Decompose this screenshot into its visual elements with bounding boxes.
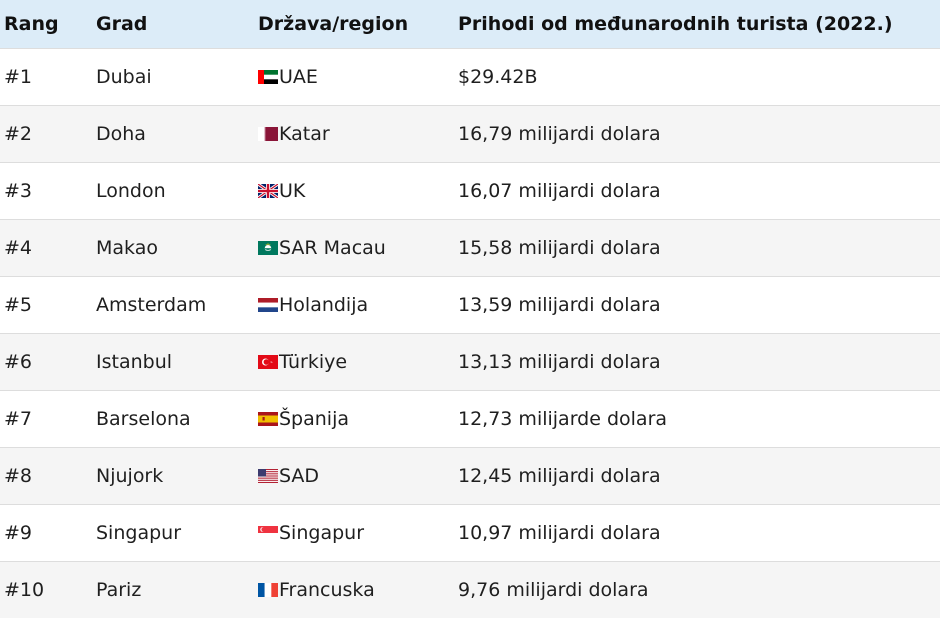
uae-flag-icon	[258, 70, 278, 84]
cell-rank: #7	[0, 391, 96, 448]
country-name: Francuska	[279, 579, 375, 601]
country-name: Katar	[279, 123, 330, 145]
cell-country: SAD	[258, 448, 458, 505]
country-name: SAR Macau	[279, 237, 386, 259]
cell-city: Istanbul	[96, 334, 258, 391]
header-rank: Rang	[0, 0, 96, 49]
cell-country: Francuska	[258, 562, 458, 618]
cell-city: Singapur	[96, 505, 258, 562]
cell-city: Pariz	[96, 562, 258, 618]
cell-city: Doha	[96, 106, 258, 163]
cell-country: Katar	[258, 106, 458, 163]
singapore-flag-icon	[258, 526, 278, 540]
table-header-row: Rang Grad Država/region Prihodi od međun…	[0, 0, 940, 49]
cell-rank: #10	[0, 562, 96, 618]
cell-country: Türkiye	[258, 334, 458, 391]
cell-revenue: 13,59 milijardi dolara	[458, 277, 940, 334]
cell-city: Dubai	[96, 49, 258, 106]
header-revenue: Prihodi od međunarodnih turista (2022.)	[458, 0, 940, 49]
cell-rank: #6	[0, 334, 96, 391]
country-name: UAE	[279, 66, 318, 88]
cell-city: Njujork	[96, 448, 258, 505]
cell-country: Singapur	[258, 505, 458, 562]
france-flag-icon	[258, 583, 278, 597]
cell-rank: #9	[0, 505, 96, 562]
cell-city: London	[96, 163, 258, 220]
cell-revenue: 15,58 milijardi dolara	[458, 220, 940, 277]
cell-revenue: 12,45 milijardi dolara	[458, 448, 940, 505]
cell-revenue: $29.42B	[458, 49, 940, 106]
cell-revenue: 13,13 milijardi dolara	[458, 334, 940, 391]
country-name: UK	[279, 180, 305, 202]
country-name: SAD	[279, 465, 319, 487]
turkey-flag-icon	[258, 355, 278, 369]
qatar-flag-icon	[258, 127, 278, 141]
usa-flag-icon	[258, 469, 278, 483]
cell-rank: #8	[0, 448, 96, 505]
cell-country: Holandija	[258, 277, 458, 334]
cell-revenue: 9,76 milijardi dolara	[458, 562, 940, 618]
cell-rank: #4	[0, 220, 96, 277]
netherlands-flag-icon	[258, 298, 278, 312]
uk-flag-icon	[258, 184, 278, 198]
spain-flag-icon	[258, 412, 278, 426]
cell-rank: #1	[0, 49, 96, 106]
country-name: Španija	[279, 408, 349, 430]
header-country: Država/region	[258, 0, 458, 49]
cell-country: Španija	[258, 391, 458, 448]
cell-revenue: 16,79 milijardi dolara	[458, 106, 940, 163]
cell-revenue: 12,73 milijarde dolara	[458, 391, 940, 448]
cell-revenue: 16,07 milijardi dolara	[458, 163, 940, 220]
header-city: Grad	[96, 0, 258, 49]
cell-country: UAE	[258, 49, 458, 106]
country-name: Singapur	[279, 522, 364, 544]
cell-country: UK	[258, 163, 458, 220]
macau-flag-icon	[258, 241, 278, 255]
cell-city: Makao	[96, 220, 258, 277]
country-name: Holandija	[279, 294, 368, 316]
cell-rank: #3	[0, 163, 96, 220]
country-name: Türkiye	[279, 351, 347, 373]
cell-rank: #2	[0, 106, 96, 163]
cell-city: Amsterdam	[96, 277, 258, 334]
cell-country: SAR Macau	[258, 220, 458, 277]
cell-rank: #5	[0, 277, 96, 334]
cell-city: Barselona	[96, 391, 258, 448]
cell-revenue: 10,97 milijardi dolara	[458, 505, 940, 562]
